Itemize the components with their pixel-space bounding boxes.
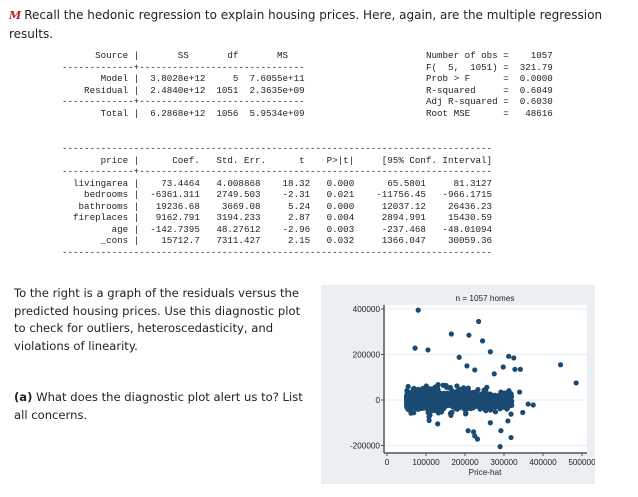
y-tick-label: 400000 xyxy=(353,305,381,314)
coef-row-bedrooms: bedrooms | -6361.311 2749.503 -2.31 0.02… xyxy=(62,189,493,200)
outlier-point xyxy=(530,402,536,408)
anova-separator: -------------+--------------------------… xyxy=(62,61,305,73)
coef-separator: -------------+--------------------------… xyxy=(62,166,493,177)
outlier-point xyxy=(487,420,493,426)
x-tick-label: 100000 xyxy=(412,458,440,467)
outlier-point xyxy=(456,354,462,360)
outlier-point xyxy=(506,353,512,359)
coef-separator: ----------------------------------------… xyxy=(62,246,493,258)
outlier-point xyxy=(511,355,517,361)
outlier-point xyxy=(497,444,503,450)
intro-paragraph: M Recall the hedonic regression to explai… xyxy=(9,6,629,44)
coef-row-bathrooms: bathrooms | 19236.68 3669.08 5.24 0.000 … xyxy=(62,200,493,212)
stat-f: F( 5, 1051) = 321.79 xyxy=(426,61,553,73)
stat-root-mse: Root MSE = 48616 xyxy=(426,107,553,119)
outlier-point xyxy=(426,417,432,424)
coef-row-cons: _cons | 15712.7 7311.427 2.15 0.032 1366… xyxy=(62,235,493,246)
outlier-point xyxy=(517,389,523,395)
outlier-point xyxy=(474,436,481,442)
question-part-a: (a) What does the diagnostic plot alert … xyxy=(14,389,309,424)
outlier-point xyxy=(464,363,470,369)
part-text: What does the diagnostic plot alert us t… xyxy=(14,390,303,422)
stat-r-squared: R-squared = 0.6049 xyxy=(426,84,553,96)
x-tick-label: 200000 xyxy=(451,458,479,467)
outlier-point xyxy=(573,380,579,386)
outlier-point xyxy=(476,318,482,325)
y-tick-label: -200000 xyxy=(350,442,380,451)
coef-row-livingarea: livingarea | 73.4464 4.008868 18.32 0.00… xyxy=(62,177,493,189)
anova-separator: -------------+--------------------------… xyxy=(62,96,305,107)
outlier-point xyxy=(487,349,493,355)
chart-title: n = 1057 homes xyxy=(456,294,515,303)
coefficient-table: ----------------------------------------… xyxy=(62,143,492,258)
outlier-point xyxy=(557,362,564,368)
outlier-point xyxy=(500,364,506,370)
outlier-point xyxy=(479,338,486,344)
intro-text: Recall the hedonic regression to explain… xyxy=(9,8,603,41)
question-prompt: To the right is a graph of the residuals… xyxy=(14,286,301,353)
question-marker-icon: M xyxy=(9,9,22,22)
outlier-point xyxy=(508,411,514,417)
x-tick-label: 300000 xyxy=(490,458,518,467)
outlier-point xyxy=(498,428,504,434)
stat-prob-f: Prob > F = 0.0000 xyxy=(426,73,553,84)
anova-row-model: Model | 3.8028e+12 5 7.6055e+11 xyxy=(62,73,305,84)
outlier-point xyxy=(525,401,531,407)
part-label: (a) xyxy=(14,390,33,404)
y-tick-label: 0 xyxy=(375,396,380,405)
anova-row-residual: Residual | 2.4840e+12 1051 2.3635e+09 xyxy=(62,84,305,96)
outlier-point xyxy=(466,332,472,338)
outlier-point xyxy=(491,371,497,377)
outlier-point xyxy=(520,409,526,416)
outlier-point xyxy=(412,345,418,351)
outlier-point xyxy=(465,428,471,434)
outlier-point xyxy=(517,366,523,372)
stat-adj-r-squared: Adj R-squared = 0.6030 xyxy=(426,96,553,107)
coef-separator: ----------------------------------------… xyxy=(62,143,493,154)
outlier-point xyxy=(425,347,431,353)
outlier-point xyxy=(505,418,511,424)
residual-scatter-svg: 400000 200000 0 -200000 0 100000 200000 300000 4… xyxy=(350,294,595,477)
x-tick-label: 500000 xyxy=(568,458,595,467)
anova-table: Source | SS df MS -------------+--------… xyxy=(62,50,305,119)
x-tick-label: 0 xyxy=(385,458,390,467)
outlier-point xyxy=(512,366,518,372)
x-tick-label: 400000 xyxy=(529,458,557,467)
plot-area xyxy=(384,305,587,452)
coef-row-age: age | -142.7395 48.27612 -2.96 0.003 -23… xyxy=(62,223,493,235)
coef-row-fireplaces: fireplaces | 9162.791 3194.233 2.87 0.00… xyxy=(62,212,493,223)
outlier-point xyxy=(508,434,514,441)
y-tick-label: 200000 xyxy=(353,351,381,360)
stat-nobs: Number of obs = 1057 xyxy=(426,50,553,61)
anova-row-total: Total | 6.2868e+12 1056 5.9534e+09 xyxy=(62,107,305,119)
residual-plot: 400000 200000 0 -200000 0 100000 200000 300000 4… xyxy=(321,285,595,484)
outlier-point xyxy=(415,307,421,313)
outlier-point xyxy=(448,331,454,337)
anova-header: Source | SS df MS xyxy=(62,50,289,61)
outlier-point xyxy=(470,429,477,435)
fit-statistics: Number of obs = 1057 F( 5, 1051) = 321.7… xyxy=(426,50,553,119)
outlier-point xyxy=(435,421,441,427)
coef-header: price | Coef. Std. Err. t P>|t| [95% Con… xyxy=(62,154,493,166)
outlier-point xyxy=(472,367,478,373)
x-axis-label: Price-hat xyxy=(469,468,502,477)
